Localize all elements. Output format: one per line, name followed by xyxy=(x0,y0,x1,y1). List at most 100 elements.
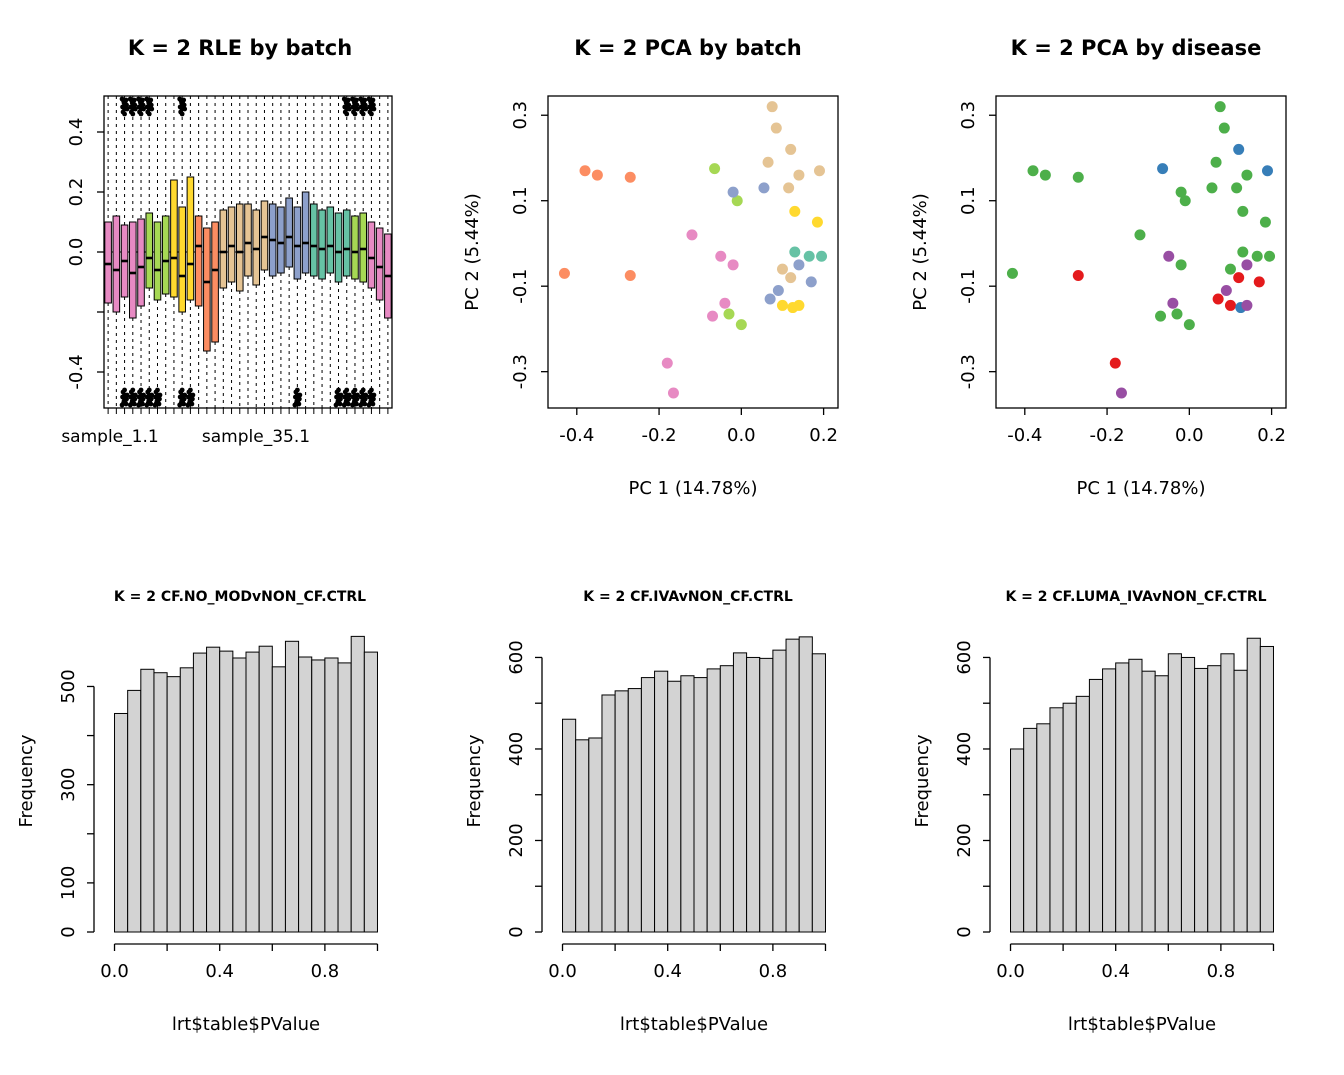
y-tick-label: 0.4 xyxy=(66,118,87,147)
data-point xyxy=(1261,165,1273,177)
y-axis-label: PC 2 (5.44%) xyxy=(462,193,483,311)
box xyxy=(351,215,359,280)
outlier-point xyxy=(355,106,360,112)
data-point xyxy=(1241,299,1253,311)
hist-bar xyxy=(245,651,260,933)
outlier-point xyxy=(355,392,360,398)
data-point xyxy=(766,101,778,113)
hist-bar xyxy=(1102,668,1117,933)
box xyxy=(285,197,293,268)
pca-batch-scatter: -0.4 -0.2 0.0 0.2 -0.3 -0.1 0.1 0.3 PC 1 (14.78%… xyxy=(462,95,839,499)
data-point xyxy=(1253,276,1265,288)
data-point xyxy=(813,165,825,177)
hist-bar xyxy=(258,645,273,933)
x-tick-label: 0.8 xyxy=(311,961,340,982)
data-point xyxy=(624,171,636,183)
box xyxy=(194,215,203,307)
data-point xyxy=(1179,195,1191,207)
rle-content xyxy=(104,96,392,408)
y-axis-label: Frequency xyxy=(464,734,485,827)
data-point xyxy=(793,299,805,311)
outlier-point xyxy=(294,387,300,393)
box xyxy=(112,215,121,313)
box xyxy=(227,206,236,283)
hist-bar xyxy=(114,712,129,933)
data-point xyxy=(793,259,805,271)
outlier-point xyxy=(149,106,155,112)
data-point xyxy=(1233,272,1245,284)
data-point xyxy=(1072,270,1084,282)
hist-bar xyxy=(179,667,194,933)
hist-bar xyxy=(640,677,656,933)
x-tick-label: -0.4 xyxy=(1007,425,1042,446)
x-tick-label: 0.0 xyxy=(996,961,1025,982)
box xyxy=(334,212,343,283)
data-point xyxy=(1241,169,1253,181)
rle-by-batch-panel: K = 2 RLE by batch -0.4 0.0 0.2 0.4 sample_1… xyxy=(0,0,448,537)
hist-bar xyxy=(785,638,800,933)
outlier-point xyxy=(190,392,196,398)
outlier-point xyxy=(338,392,344,398)
outlier-point xyxy=(179,387,185,393)
y-tick-label: 0 xyxy=(58,926,79,937)
data-point xyxy=(793,169,805,181)
y-axis-label: PC 2 (5.44%) xyxy=(910,193,931,311)
box xyxy=(153,221,162,301)
pvalue-histogram-luma-iva: 0 200 400 600 0.0 0.4 0.8 lrt$table$PValue Frequ… xyxy=(912,637,1275,1035)
box xyxy=(145,212,154,289)
data-point xyxy=(776,263,788,275)
x-tick-label: 0.8 xyxy=(759,961,788,982)
data-point xyxy=(591,169,603,181)
x-tick-label: 0.8 xyxy=(1207,961,1236,982)
box xyxy=(342,209,351,277)
y-tick-label: 200 xyxy=(954,823,975,857)
panel-title-pca-disease: K = 2 PCA by disease xyxy=(1010,36,1262,60)
y-tick-label: 400 xyxy=(506,732,527,766)
outlier-point xyxy=(179,111,185,117)
hist-bar xyxy=(271,666,286,933)
x-tick-label: -0.2 xyxy=(1090,425,1125,446)
pca-by-batch-panel: K = 2 PCA by batch -0.4 -0.2 0.0 0.2 -0.3 -0.… xyxy=(448,0,896,537)
data-point xyxy=(1006,267,1018,279)
data-point xyxy=(1218,122,1230,134)
y-axis-label: Frequency xyxy=(912,734,933,827)
data-point xyxy=(789,205,801,217)
data-point xyxy=(811,216,823,228)
y-tick-label: 500 xyxy=(58,669,79,703)
data-point xyxy=(1231,182,1243,194)
outlier-point xyxy=(346,392,352,398)
hist-bar xyxy=(1194,667,1209,933)
data-point xyxy=(709,163,721,175)
hist-bar xyxy=(719,665,734,933)
hist-bar xyxy=(759,657,774,933)
hist-bar xyxy=(1246,637,1261,933)
data-point xyxy=(1183,319,1195,331)
data-point xyxy=(1134,229,1146,241)
pvalue-histogram-iva: 0 200 400 600 0.0 0.4 0.8 lrt$table$PValue Frequ… xyxy=(464,636,827,1035)
data-point xyxy=(816,250,828,262)
hist-bar xyxy=(1088,678,1104,933)
hist-bar xyxy=(680,675,695,933)
x-tick-label: 0.4 xyxy=(1101,961,1130,982)
hist-bar xyxy=(693,677,708,933)
outlier-point xyxy=(344,111,350,117)
data-point xyxy=(719,297,731,309)
hist-bar xyxy=(284,640,300,933)
hist-bar xyxy=(772,649,787,933)
outlier-point xyxy=(122,111,127,117)
data-point xyxy=(758,182,770,194)
data-point xyxy=(776,299,788,311)
hist-no-mod-panel: K = 2 CF.NO_MODvNON_CF.CTRL 0 100 300 500 0.… xyxy=(0,537,448,1074)
box xyxy=(129,221,137,319)
outlier-point xyxy=(344,387,350,393)
hist-bar xyxy=(363,651,378,933)
hist-bar xyxy=(562,718,577,933)
y-tick-label: -0.1 xyxy=(958,269,979,304)
hist-bar xyxy=(746,656,761,933)
data-point xyxy=(731,195,743,207)
hist-bar xyxy=(614,690,629,933)
box xyxy=(244,203,252,277)
y-tick-label: 0.0 xyxy=(66,238,87,267)
data-point xyxy=(783,182,795,194)
